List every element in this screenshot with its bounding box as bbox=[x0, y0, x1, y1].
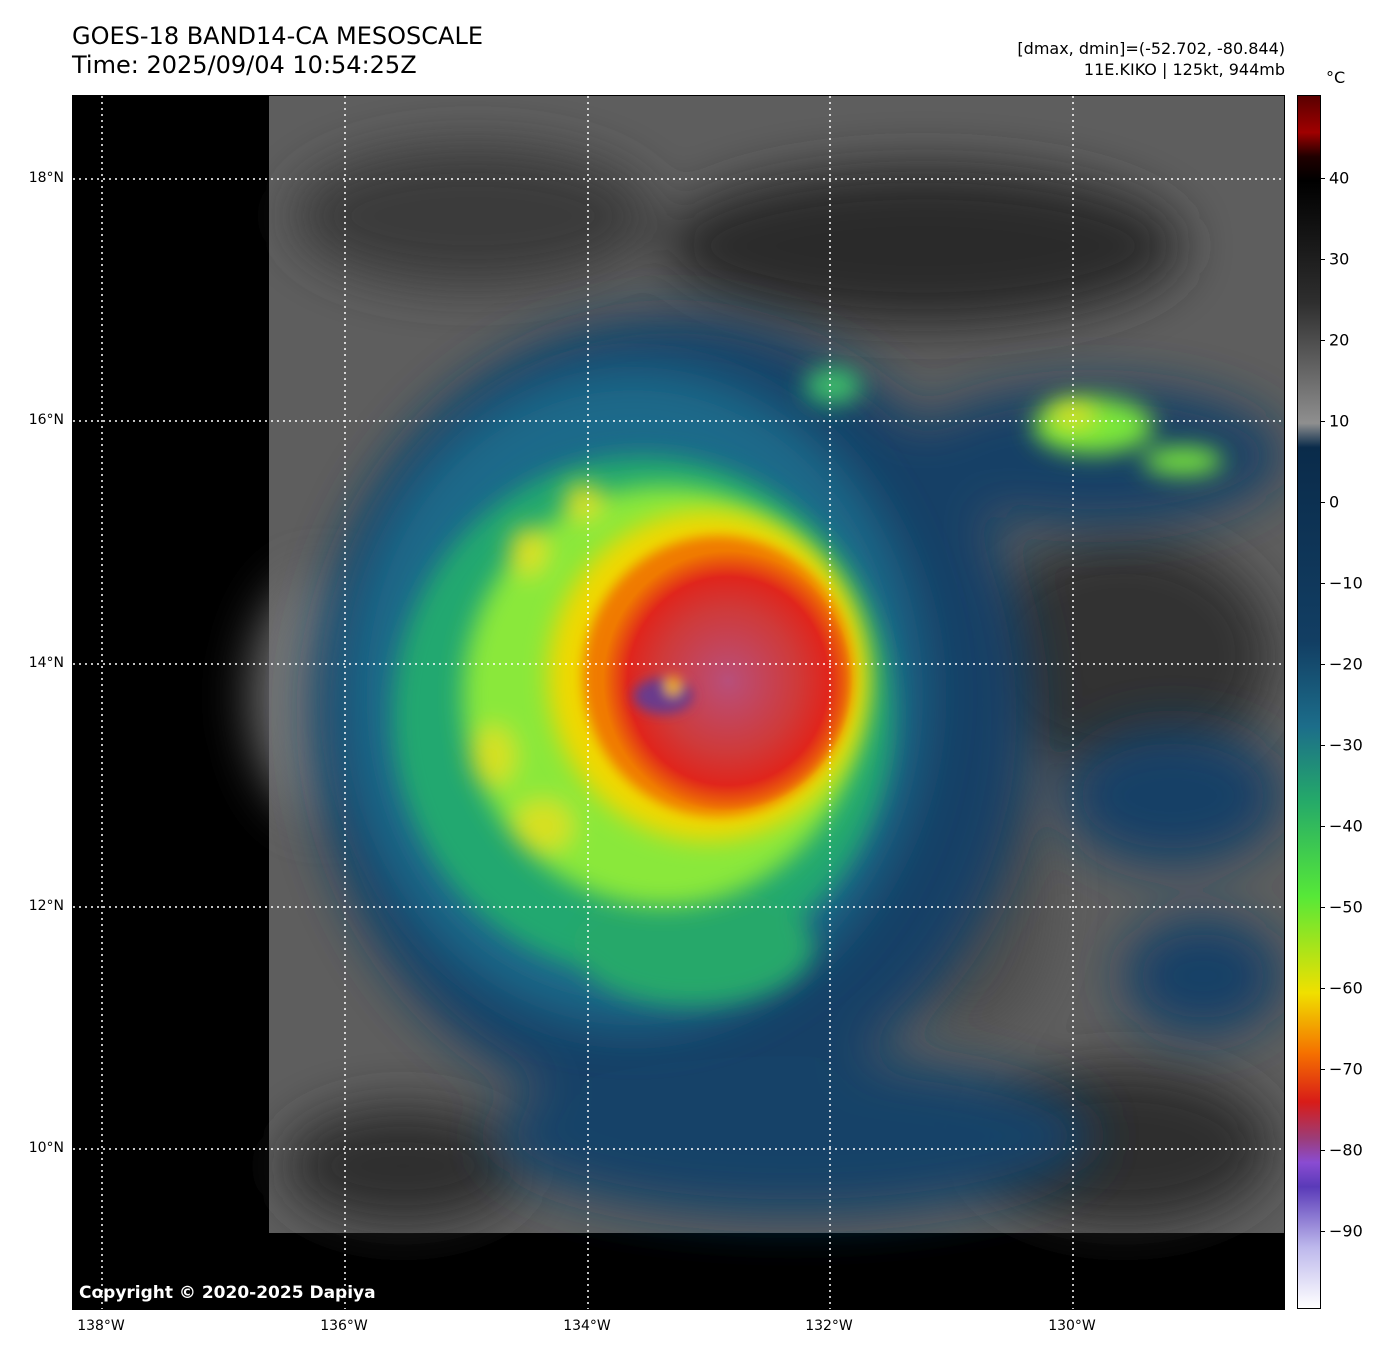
colorbar-tick-mark bbox=[1320, 421, 1325, 422]
colorbar-tick-label: −90 bbox=[1329, 1221, 1363, 1241]
lat-label: 18°N bbox=[28, 170, 64, 186]
image-title: GOES-18 BAND14-CA MESOSCALE Time: 2025/0… bbox=[72, 22, 483, 80]
colorbar-tick-label: −60 bbox=[1329, 978, 1363, 998]
colorbar-tick-label: −80 bbox=[1329, 1140, 1363, 1160]
colorbar-tick-label: 30 bbox=[1329, 249, 1350, 269]
colorbar-tick-label: −40 bbox=[1329, 816, 1363, 836]
dmax-dmin-text: [dmax, dmin]=(-52.702, -80.844) bbox=[1017, 39, 1285, 58]
colorbar-tick-mark bbox=[1320, 178, 1325, 179]
lon-label: 134°W bbox=[563, 1318, 611, 1334]
colorbar-tick-label: −50 bbox=[1329, 897, 1363, 917]
colorbar-tick-mark bbox=[1320, 745, 1325, 746]
lon-label: 138°W bbox=[77, 1318, 125, 1334]
colorbar-tick-mark bbox=[1320, 826, 1325, 827]
colorbar-tick-mark bbox=[1320, 1150, 1325, 1151]
lat-label: 16°N bbox=[28, 412, 64, 428]
lon-label: 130°W bbox=[1048, 1318, 1096, 1334]
copyright-text: Copyright © 2020-2025 Dapiya bbox=[79, 1283, 376, 1303]
colorbar-tick-label: 40 bbox=[1329, 168, 1350, 188]
lon-label: 136°W bbox=[320, 1318, 368, 1334]
colorbar-tick-label: 20 bbox=[1329, 330, 1350, 350]
map-gridlines bbox=[73, 96, 1284, 1309]
title-line-1: GOES-18 BAND14-CA MESOSCALE bbox=[72, 22, 483, 50]
lat-label: 10°N bbox=[28, 1140, 64, 1156]
colorbar-tick-label: −20 bbox=[1329, 654, 1363, 674]
lon-label: 132°W bbox=[805, 1318, 853, 1334]
colorbar-tick-mark bbox=[1320, 988, 1325, 989]
colorbar-tick-label: −10 bbox=[1329, 573, 1363, 593]
colorbar-tick-mark bbox=[1320, 259, 1325, 260]
colorbar-tick-mark bbox=[1320, 907, 1325, 908]
colorbar-tick-label: 10 bbox=[1329, 411, 1350, 431]
storm-id-text: 11E.KIKO | 125kt, 944mb bbox=[1083, 60, 1285, 79]
satellite-imagery bbox=[253, 96, 1284, 1233]
lat-label: 14°N bbox=[28, 655, 64, 671]
colorbar-tick-label: −30 bbox=[1329, 735, 1363, 755]
colorbar-tick-mark bbox=[1320, 583, 1325, 584]
title-line-2: Time: 2025/09/04 10:54:25Z bbox=[72, 51, 417, 79]
colorbar-unit: °C bbox=[1326, 68, 1346, 87]
storm-info: [dmax, dmin]=(-52.702, -80.844) 11E.KIKO… bbox=[1017, 38, 1285, 80]
colorbar-tick-mark bbox=[1320, 502, 1325, 503]
colorbar-tick-mark bbox=[1320, 1231, 1325, 1232]
colorbar-tick-mark bbox=[1320, 664, 1325, 665]
colorbar bbox=[1297, 95, 1321, 1309]
colorbar-tick-label: −70 bbox=[1329, 1059, 1363, 1079]
colorbar-tick-mark bbox=[1320, 340, 1325, 341]
lat-label: 12°N bbox=[28, 898, 64, 914]
satellite-image-panel: Copyright © 2020-2025 Dapiya bbox=[72, 95, 1285, 1310]
colorbar-tick-mark bbox=[1320, 1069, 1325, 1070]
colorbar-tick-label: 0 bbox=[1329, 492, 1340, 512]
